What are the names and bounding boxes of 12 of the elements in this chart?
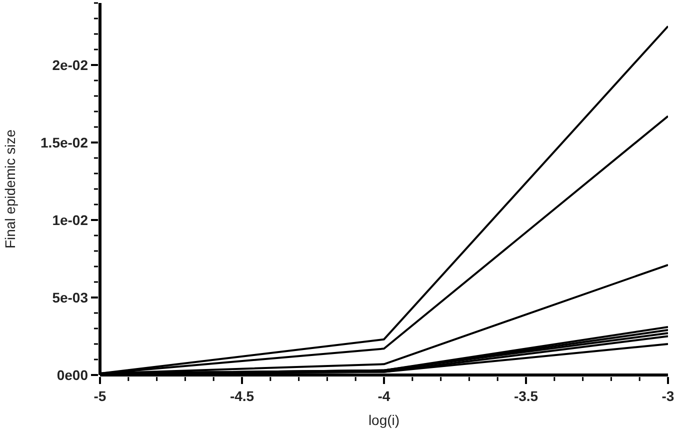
y-tick-label: 0e00 [56, 367, 88, 383]
y-tick-label: 2e-02 [52, 57, 88, 73]
y-axis-title: Final epidemic size [2, 129, 18, 249]
x-tick-label: -4 [378, 388, 390, 404]
y-tick-label: 1.5e-02 [40, 134, 88, 150]
x-tick-label: -3.5 [514, 388, 538, 404]
y-tick-label: 1e-02 [52, 212, 88, 228]
y-tick-label: 5e-03 [52, 290, 88, 306]
x-tick-label: -3 [662, 388, 674, 404]
x-axis-title: log(i) [368, 412, 400, 428]
x-tick-label: -5 [94, 388, 106, 404]
x-tick-label: -4.5 [230, 388, 254, 404]
